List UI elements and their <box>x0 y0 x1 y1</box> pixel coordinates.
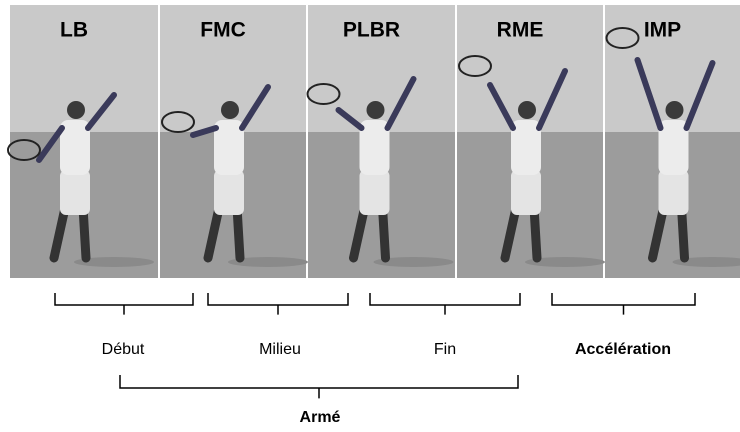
bracket <box>119 375 519 399</box>
photo-panel: IMP <box>605 5 740 278</box>
arm <box>536 68 568 131</box>
panel-label: FMC <box>200 19 246 42</box>
phase-label: Accélération <box>575 341 671 358</box>
panels: LB FMC PLBR RME IMP <box>7 5 740 278</box>
shorts <box>214 170 244 215</box>
bracket <box>207 293 349 315</box>
photo-panel: RME <box>457 5 605 278</box>
phase-label: Milieu <box>259 341 301 358</box>
arm <box>683 60 716 131</box>
shirt <box>60 120 90 175</box>
arm <box>634 57 664 131</box>
panel-label: RME <box>497 19 544 42</box>
panel-label: IMP <box>644 19 681 42</box>
player <box>161 84 308 267</box>
shadow <box>228 257 308 267</box>
shadow <box>672 257 740 267</box>
head <box>221 101 239 119</box>
shorts <box>658 170 689 215</box>
phase-label: Fin <box>434 341 456 358</box>
brackets: Début Milieu Fin Accélération Armé <box>54 293 696 426</box>
shadow <box>74 257 154 267</box>
racket <box>458 55 492 77</box>
racket <box>161 111 195 133</box>
shirt <box>359 120 390 175</box>
shadow <box>525 257 605 267</box>
shorts <box>511 170 541 215</box>
shorts <box>359 170 390 215</box>
bracket <box>369 293 521 315</box>
group-label: Armé <box>300 409 341 426</box>
head <box>518 101 536 119</box>
shirt <box>511 120 541 175</box>
racket <box>7 139 41 161</box>
player <box>7 92 154 267</box>
photo-panel: PLBR <box>306 5 455 278</box>
panel-label: PLBR <box>343 19 400 42</box>
bracket <box>54 293 194 315</box>
player <box>605 27 740 267</box>
arm <box>335 107 365 131</box>
head <box>67 101 85 119</box>
arm <box>85 92 117 131</box>
arm <box>36 125 65 163</box>
arm <box>239 84 271 131</box>
arm <box>487 82 516 131</box>
phase-label: Début <box>102 341 145 358</box>
player <box>306 76 454 267</box>
photo-panel: LB <box>7 5 158 278</box>
photo-panel: FMC <box>160 5 308 278</box>
shirt <box>658 120 689 175</box>
panel-label: LB <box>60 19 88 42</box>
head <box>665 101 684 119</box>
shirt <box>214 120 244 175</box>
arm <box>384 76 417 131</box>
racket <box>306 83 341 105</box>
bracket <box>551 293 696 315</box>
arm <box>190 125 219 138</box>
shadow <box>373 257 454 267</box>
head <box>366 101 385 119</box>
player <box>458 55 605 267</box>
shorts <box>60 170 90 215</box>
racket <box>605 27 640 49</box>
